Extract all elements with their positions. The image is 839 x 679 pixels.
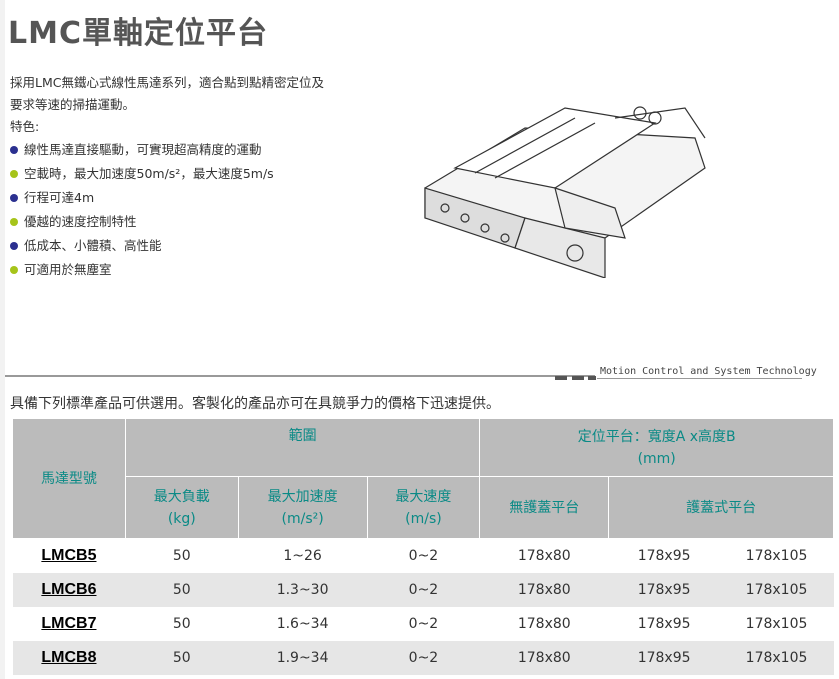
feature-text: 行程可達4m bbox=[24, 190, 95, 205]
table-cell: 178x95 bbox=[608, 573, 720, 607]
table-cell: 178x80 bbox=[517, 616, 571, 632]
bullet-icon bbox=[10, 146, 18, 154]
left-bar bbox=[0, 0, 5, 679]
bullet-icon bbox=[10, 170, 18, 178]
feature-item: 行程可達4m bbox=[10, 186, 324, 210]
model-link[interactable]: LMCB6 bbox=[12, 573, 126, 607]
table-cell: 50 bbox=[172, 616, 191, 632]
header-acc: 最大加速度 (m/s²) bbox=[237, 476, 368, 539]
intro-line: 要求等速的掃描運動。 bbox=[10, 97, 136, 112]
feature-text: 低成本、小體積、高性能 bbox=[24, 238, 162, 253]
label: 最大速度 bbox=[395, 488, 452, 505]
table-cell: 178x105 bbox=[745, 616, 808, 632]
intro-line: 採用LMC無鐵心式線性馬達系列，適合點到點精密定位及 bbox=[10, 75, 324, 90]
table-row: LMCB5 50 1~26 0~2 178x80 178x95 178x105 bbox=[13, 539, 834, 574]
table-cell: 0~2 bbox=[367, 641, 480, 675]
table-cell: 178x80 bbox=[479, 573, 609, 607]
table-row: LMCB8 50 1.9~34 0~2 178x80 178x95 178x105 bbox=[12, 641, 834, 675]
bullet-icon bbox=[10, 266, 18, 274]
table-cell: 1.9~34 bbox=[238, 641, 368, 675]
table-cell: 50 bbox=[125, 573, 239, 607]
divider-block bbox=[555, 376, 567, 380]
unit: (kg) bbox=[167, 510, 196, 527]
table-cell: 1.3~30 bbox=[238, 573, 368, 607]
feature-text: 優越的速度控制特性 bbox=[24, 214, 137, 229]
label: 最大負載 bbox=[153, 488, 210, 505]
unit: (m/s²) bbox=[281, 510, 324, 527]
table-cell: 1~26 bbox=[283, 548, 322, 564]
bullet-icon bbox=[10, 242, 18, 250]
page-title: LMC單軸定位平台 bbox=[8, 16, 268, 51]
table-cell: 178x80 bbox=[517, 548, 571, 564]
feature-text: 可適用於無塵室 bbox=[24, 262, 112, 277]
banner-line bbox=[597, 378, 802, 379]
table-cell: 0~2 bbox=[367, 573, 480, 607]
feature-list: 線性馬達直接驅動，可實現超高精度的運動 空載時，最大加速度50m/s²，最大速度5… bbox=[10, 138, 324, 282]
table-cell: 0~2 bbox=[408, 616, 439, 632]
header-speed: 最大速度 (m/s) bbox=[366, 476, 481, 539]
table-cell: 178x95 bbox=[637, 616, 691, 632]
feature-text: 線性馬達直接驅動，可實現超高精度的運動 bbox=[24, 142, 262, 157]
header-platform-label: 定位平台：寬度A x高度B bbox=[577, 428, 736, 445]
header-cover: 護蓋式平台 bbox=[608, 476, 834, 539]
feature-item: 低成本、小體積、高性能 bbox=[10, 234, 324, 258]
label: 最大加速度 bbox=[267, 488, 338, 505]
table-cell: 178x95 bbox=[608, 641, 720, 675]
linear-stage-image bbox=[424, 106, 706, 278]
unit: (m/s) bbox=[405, 510, 442, 527]
table-cell: 178x105 bbox=[745, 548, 808, 564]
feature-item: 空載時，最大加速度50m/s²，最大速度5m/s bbox=[10, 162, 324, 186]
table-row: LMCB6 50 1.3~30 0~2 178x80 178x95 178x105 bbox=[12, 573, 834, 607]
intro: 採用LMC無鐵心式線性馬達系列，適合點到點精密定位及 要求等速的掃描運動。 特色… bbox=[10, 72, 324, 282]
header-platform-unit: (mm) bbox=[637, 450, 676, 467]
divider-block bbox=[588, 376, 596, 380]
features-label: 特色: bbox=[10, 119, 40, 134]
model-link[interactable]: LMCB5 bbox=[41, 547, 97, 564]
divider bbox=[5, 375, 595, 377]
header-load: 最大負載 (kg) bbox=[124, 476, 239, 539]
banner-text: Motion Control and System Technology bbox=[600, 366, 817, 377]
feature-item: 優越的速度控制特性 bbox=[10, 210, 324, 234]
header-model: 馬達型號 bbox=[12, 418, 126, 539]
table-row: LMCB7 50 1.6~34 0~2 178x80 178x95 178x105 bbox=[13, 607, 834, 641]
header-no-cover: 無護蓋平台 bbox=[479, 476, 610, 539]
table-cell: 178x105 bbox=[719, 641, 834, 675]
bullet-icon bbox=[10, 194, 18, 202]
table-cell: 0~2 bbox=[408, 548, 439, 564]
bullet-icon bbox=[10, 218, 18, 226]
feature-item: 線性馬達直接驅動，可實現超高精度的運動 bbox=[10, 138, 324, 162]
table-cell: 50 bbox=[172, 548, 191, 564]
table-cell: 1.6~34 bbox=[276, 616, 329, 632]
feature-item: 可適用於無塵室 bbox=[10, 258, 324, 282]
model-link[interactable]: LMCB7 bbox=[41, 615, 97, 632]
model-link[interactable]: LMCB8 bbox=[12, 641, 126, 675]
header-platform: 定位平台：寬度A x高度B (mm) bbox=[479, 418, 834, 477]
feature-text: 空載時，最大加速度50m/s²，最大速度5m/s bbox=[24, 166, 274, 181]
table-cell: 178x105 bbox=[719, 573, 834, 607]
product-table: 馬達型號 範圍 定位平台：寬度A x高度B (mm) 最大負載 (kg) 最大加速度… bbox=[12, 418, 834, 675]
table-cell: 178x95 bbox=[637, 548, 691, 564]
availability-text: 具備下列標準產品可供選用。客製化的產品亦可在具競爭力的價格下迅速提供。 bbox=[10, 396, 500, 412]
table-cell: 178x80 bbox=[479, 641, 609, 675]
table-cell: 50 bbox=[125, 641, 239, 675]
divider-block bbox=[572, 376, 584, 380]
header-range: 範圍 bbox=[124, 418, 481, 477]
